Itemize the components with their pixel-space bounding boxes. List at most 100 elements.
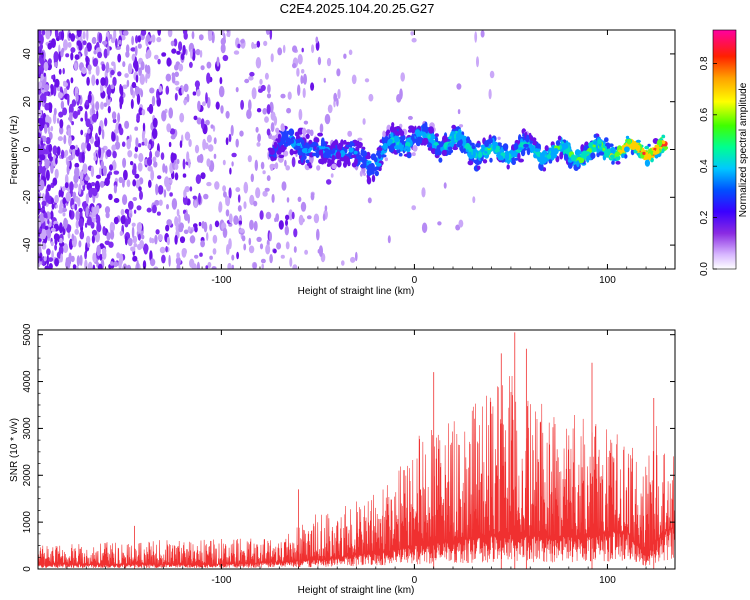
ridge-cell — [526, 147, 531, 156]
noise-blob — [86, 218, 93, 226]
noise-blob — [281, 181, 287, 191]
noise-blob — [80, 117, 84, 122]
noise-blob — [153, 161, 158, 168]
noise-blob — [104, 206, 111, 214]
noise-blob — [84, 176, 90, 182]
noise-blob — [137, 43, 142, 49]
ridge-cell — [644, 145, 650, 150]
noise-blob — [149, 258, 156, 267]
noise-blob — [38, 117, 43, 124]
noise-blob — [250, 173, 254, 183]
noise-blob — [255, 126, 259, 133]
ridge-cell — [396, 149, 401, 154]
noise-blob — [103, 102, 108, 108]
ridge-cell — [442, 135, 448, 143]
noise-blob — [472, 196, 476, 204]
noise-blob — [41, 30, 46, 36]
noise-blob — [239, 130, 244, 137]
ridge-cell — [484, 140, 490, 148]
noise-blob — [141, 130, 145, 142]
noise-blob — [256, 236, 262, 242]
noise-blob — [164, 165, 168, 174]
noise-blob — [225, 209, 230, 217]
ridge-cell — [305, 133, 310, 139]
noise-blob — [226, 30, 230, 33]
noise-blob — [122, 180, 125, 188]
noise-blob — [108, 193, 113, 201]
noise-blob — [220, 105, 224, 114]
ridge-cell — [363, 172, 366, 176]
noise-blob — [136, 259, 139, 269]
noise-blob — [456, 83, 462, 90]
noise-blob — [205, 92, 208, 104]
noise-blob — [139, 73, 145, 85]
noise-blob — [50, 84, 54, 90]
noise-blob — [119, 95, 124, 106]
ridge-cell — [416, 130, 422, 139]
noise-blob — [127, 237, 133, 247]
noise-blob — [134, 146, 139, 153]
noise-blob — [59, 203, 63, 214]
snr-ylabel: SNR (10 * v/v) — [9, 418, 20, 482]
noise-blob — [73, 182, 79, 189]
noise-blob — [84, 222, 88, 228]
noise-blob — [45, 169, 50, 181]
y-tick-label: 2000 — [22, 464, 33, 487]
y-tick-label: 0 — [22, 146, 33, 152]
noise-blob — [211, 266, 217, 269]
noise-blob — [458, 219, 464, 228]
noise-blob — [38, 165, 44, 174]
noise-blob — [192, 52, 196, 61]
noise-blob — [259, 210, 264, 220]
noise-blob — [251, 87, 257, 100]
noise-blob — [185, 49, 188, 56]
ridge-cell — [373, 157, 378, 163]
noise-blob — [98, 146, 102, 159]
ridge-cell — [272, 153, 277, 158]
noise-blob — [367, 197, 372, 204]
ridge-cell — [286, 130, 291, 135]
ridge-cell — [523, 143, 529, 148]
noise-blob — [238, 220, 242, 225]
noise-blob — [85, 242, 88, 254]
noise-blob — [322, 213, 326, 222]
noise-blob — [187, 226, 191, 233]
ridge-cell — [535, 143, 541, 149]
noise-blob — [130, 47, 136, 52]
noise-blob — [149, 87, 155, 94]
noise-blob — [351, 74, 357, 85]
noise-blob — [95, 101, 100, 111]
noise-blob — [75, 92, 79, 102]
chart-title: C2E4.2025.104.20.25.G27 — [280, 1, 435, 16]
ridge-cell — [650, 157, 654, 163]
ridge-cell — [327, 158, 332, 165]
noise-blob — [50, 227, 56, 232]
noise-blob — [228, 133, 232, 143]
noise-blob — [87, 93, 92, 104]
noise-blob — [84, 259, 88, 269]
noise-blob — [50, 241, 54, 247]
noise-blob — [195, 174, 202, 185]
noise-blob — [276, 242, 282, 250]
ridge-cell — [458, 124, 464, 128]
noise-blob — [47, 42, 52, 50]
noise-blob — [189, 186, 193, 192]
ridge-cell — [500, 152, 506, 157]
noise-blob — [131, 81, 137, 89]
noise-blob — [85, 133, 90, 145]
noise-blob — [110, 229, 115, 240]
noise-blob — [55, 204, 58, 209]
noise-blob — [285, 219, 288, 227]
noise-blob — [282, 44, 286, 54]
noise-blob — [38, 34, 44, 45]
noise-blob — [138, 152, 144, 163]
noise-blob — [110, 84, 115, 90]
ridge-cell — [517, 147, 524, 151]
ridge-cell — [391, 122, 395, 128]
noise-blob — [135, 35, 139, 44]
ridge-cell — [471, 145, 476, 150]
ridge-cell — [407, 129, 413, 133]
noise-blob — [44, 84, 50, 91]
noise-blob — [168, 107, 173, 119]
